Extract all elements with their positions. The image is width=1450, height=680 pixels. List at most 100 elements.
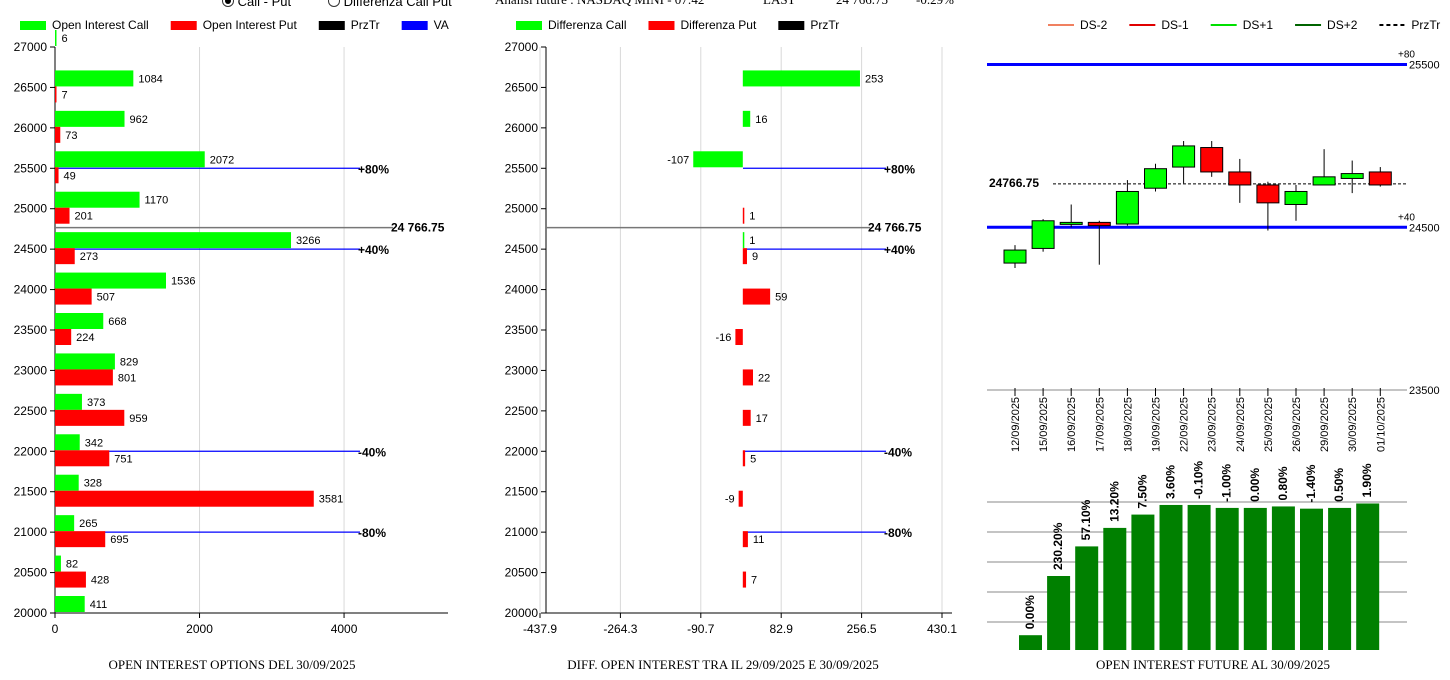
data-label: 224 xyxy=(76,332,94,344)
radio-call-put-label: Call - Put xyxy=(237,0,292,9)
x-tick-label: 82.9 xyxy=(770,622,794,636)
data-label: 373 xyxy=(87,397,105,409)
data-label: 411 xyxy=(90,599,108,611)
candle-body xyxy=(1031,220,1055,249)
candle-body xyxy=(1256,184,1280,204)
candle-body xyxy=(1228,171,1252,186)
legend-label: VA xyxy=(434,18,449,32)
przTr-label: 24766.75 xyxy=(989,176,1039,190)
y-tick-label: 27000 xyxy=(14,40,48,54)
data-label: 507 xyxy=(97,292,115,304)
y-tick-label: 20500 xyxy=(14,566,48,580)
put-bar xyxy=(55,531,106,548)
call-bar xyxy=(55,151,205,168)
volume-bar xyxy=(1131,514,1155,650)
put-bar xyxy=(742,207,745,224)
price-label: 24 766.75 xyxy=(391,221,445,235)
call-bar xyxy=(55,110,125,127)
data-label: 1170 xyxy=(145,195,169,207)
legend-swatch xyxy=(648,21,675,30)
data-label: 22 xyxy=(758,372,770,384)
y-tick-label: 25500 xyxy=(505,161,539,175)
put-bar xyxy=(738,490,743,507)
y-tick-label: 26000 xyxy=(505,121,539,135)
legend-label: DS+1 xyxy=(1243,18,1274,32)
legend-label: PrzTr xyxy=(351,18,380,32)
data-label: 668 xyxy=(108,316,126,328)
level-label: -40% xyxy=(884,445,912,459)
level-label: -80% xyxy=(358,526,386,540)
date-label: 23/09/2025 xyxy=(1207,397,1219,452)
y-tick-label: 23500 xyxy=(14,323,48,337)
volume-label: 0.00% xyxy=(1023,595,1037,629)
volume-label: 0.50% xyxy=(1332,468,1346,502)
call-bar xyxy=(693,151,743,168)
volume-bar xyxy=(1328,507,1352,650)
y-tick-label: 20000 xyxy=(14,606,48,620)
y-tick-label: 23000 xyxy=(505,363,539,377)
data-label: 273 xyxy=(80,251,98,263)
call-bar xyxy=(55,70,134,87)
candle-body xyxy=(1368,171,1392,186)
data-label: 5 xyxy=(750,453,756,465)
chart-title: DIFF. OPEN INTEREST TRA IL 29/09/2025 E … xyxy=(567,657,878,672)
radio-diff-label: Differenza Call Put xyxy=(343,0,452,9)
put-bar xyxy=(55,450,110,467)
data-label: 9 xyxy=(752,251,758,263)
radio-diff[interactable]: Differenza Call Put xyxy=(328,0,452,9)
data-label: 7 xyxy=(62,89,68,101)
x-tick-label: 2000 xyxy=(186,622,213,636)
change-value: -0.29% xyxy=(916,0,954,8)
put-bar xyxy=(55,409,125,426)
candle-body xyxy=(1200,147,1224,173)
data-label: -9 xyxy=(725,494,735,506)
legend-swatch xyxy=(401,21,428,30)
data-label: 3266 xyxy=(296,235,320,247)
last-value: 24 766.75 xyxy=(836,0,888,8)
x-tick-label: 0 xyxy=(52,622,59,636)
level-label: +40% xyxy=(884,243,915,257)
date-label: 12/09/2025 xyxy=(1010,397,1022,452)
volume-label: 13.20% xyxy=(1107,481,1121,522)
level-tag: +80 xyxy=(1398,50,1415,61)
data-label: 49 xyxy=(64,170,76,182)
data-label: 1084 xyxy=(138,73,162,85)
radio-call-put[interactable]: Call - Put xyxy=(222,0,291,9)
data-label: 428 xyxy=(91,575,109,587)
call-bar xyxy=(742,70,860,87)
data-label: -107 xyxy=(667,154,689,166)
volume-bar xyxy=(1356,503,1380,650)
put-bar xyxy=(55,167,59,184)
candle-body xyxy=(1059,221,1083,225)
volume-label: 1.90% xyxy=(1360,463,1374,497)
y-tick-label: 24500 xyxy=(505,242,539,256)
put-bar xyxy=(55,86,57,103)
put-bar xyxy=(742,450,746,467)
put-bar xyxy=(55,490,314,507)
volume-label: -1.40% xyxy=(1304,464,1318,502)
put-bar xyxy=(742,288,771,305)
call-bar xyxy=(55,555,61,572)
volume-bar xyxy=(1215,507,1239,650)
call-bar xyxy=(55,434,80,451)
call-bar xyxy=(742,232,745,249)
data-label: 201 xyxy=(75,211,93,223)
data-label: -16 xyxy=(715,332,731,344)
volume-label: 7.50% xyxy=(1135,474,1149,508)
x-tick-label: -90.7 xyxy=(687,622,715,636)
volume-bar xyxy=(1159,504,1183,650)
data-label: 1536 xyxy=(171,276,195,288)
call-bar xyxy=(55,191,140,208)
put-bar xyxy=(55,248,75,265)
date-label: 18/09/2025 xyxy=(1122,397,1134,452)
y-tick-label: 26500 xyxy=(505,80,539,94)
candle-body xyxy=(1284,190,1308,205)
diff-open-interest-chart: Differenza Call Differenza Put PrzTr -437.9… xyxy=(505,18,958,672)
level-label: 25500 xyxy=(1409,60,1440,72)
candle-body xyxy=(1172,145,1196,168)
y-tick-label: 22000 xyxy=(14,444,48,458)
x-tick-label: -264.3 xyxy=(603,622,637,636)
volume-label: -0.10% xyxy=(1192,461,1206,499)
put-bar xyxy=(735,329,743,345)
